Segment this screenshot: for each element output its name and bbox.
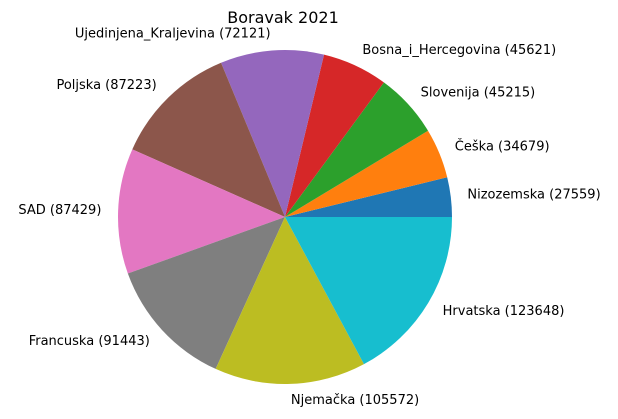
pie-slice-5 xyxy=(132,62,285,218)
pie-label-0: Nizozemska (27559) xyxy=(467,187,600,202)
chart-title: Boravak 2021 xyxy=(227,8,339,27)
pie-slice-2 xyxy=(285,82,428,218)
pie-label-2: Slovenija (45215) xyxy=(421,86,536,101)
pie-slice-6 xyxy=(118,149,285,274)
pie-slices xyxy=(118,50,452,385)
pie-slice-0 xyxy=(285,177,452,217)
pie-slice-1 xyxy=(285,130,448,217)
pie-slice-3 xyxy=(285,54,384,217)
pie-label-5: Poljska (87223) xyxy=(56,78,156,93)
pie-slice-8 xyxy=(215,217,364,385)
pie-slice-9 xyxy=(285,217,452,365)
pie-label-1: Češka (34679) xyxy=(455,138,550,154)
pie-label-6: SAD (87429) xyxy=(18,203,101,218)
pie-labels: Nizozemska (27559) Češka (34679) Slovenija… xyxy=(18,26,600,408)
pie-slice-7 xyxy=(127,217,285,369)
pie-label-7: Francuska (91443) xyxy=(29,334,150,349)
pie-slice-4 xyxy=(221,50,325,218)
pie-label-8: Njemačka (105572) xyxy=(291,393,419,408)
pie-label-3: Bosna_i_Hercegovina (45621) xyxy=(362,43,556,58)
pie-label-9: Hrvatska (123648) xyxy=(443,304,565,319)
pie-label-4: Ujedinjena_Kraljevina (72121) xyxy=(75,26,271,41)
